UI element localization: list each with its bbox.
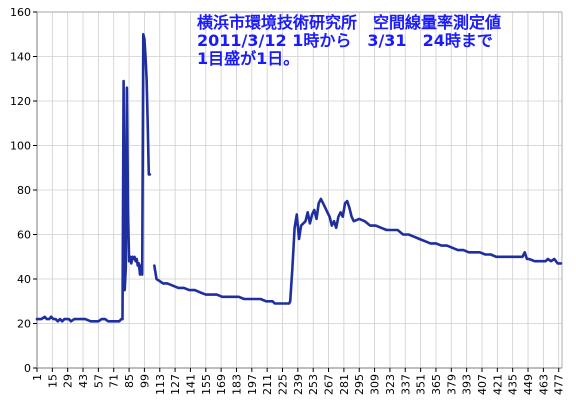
x-tick-label: 127 xyxy=(169,374,182,395)
x-tick-label: 141 xyxy=(184,374,197,395)
series-line xyxy=(153,197,563,305)
x-tick-label: 323 xyxy=(384,374,397,395)
y-tick-label: 100 xyxy=(10,140,31,153)
chart-title-line: 2011/3/12 1時から 3/31 24時まで xyxy=(197,31,493,50)
x-tick-label: 267 xyxy=(323,374,336,395)
y-tick-label: 40 xyxy=(17,273,31,286)
x-tick-label: 365 xyxy=(430,374,443,395)
x-tick-label: 71 xyxy=(108,374,121,388)
x-tick-label: 351 xyxy=(415,374,428,395)
series-line xyxy=(35,32,152,323)
x-tick-label: 309 xyxy=(369,374,382,395)
y-tick-label: 60 xyxy=(17,229,31,242)
x-tick-label: 295 xyxy=(353,374,366,395)
y-tick-label: 140 xyxy=(10,51,31,64)
y-tick-label: 120 xyxy=(10,95,31,108)
x-tick-label: 183 xyxy=(230,374,243,395)
x-tick-label: 169 xyxy=(215,374,228,395)
x-tick-label: 435 xyxy=(507,374,520,395)
chart-title-line: 横浜市環境技術研究所 空間線量率測定値 xyxy=(197,13,501,32)
x-tick-label: 253 xyxy=(307,374,320,395)
x-tick-label: 393 xyxy=(461,374,474,395)
x-tick-label: 113 xyxy=(154,374,167,395)
y-tick-label: 160 xyxy=(10,6,31,19)
x-tick-label: 225 xyxy=(277,374,290,395)
y-tick-label: 20 xyxy=(17,318,31,331)
x-tick-label: 155 xyxy=(200,374,213,395)
chart-title-line: 1目盛が1日。 xyxy=(197,49,299,68)
x-tick-label: 407 xyxy=(476,374,489,395)
x-tick-label: 197 xyxy=(246,374,259,395)
x-tick-label: 477 xyxy=(553,374,566,395)
x-tick-label: 211 xyxy=(261,374,274,395)
y-tick-label: 0 xyxy=(24,362,31,375)
y-tick-label: 80 xyxy=(17,184,31,197)
x-tick-label: 29 xyxy=(62,374,75,388)
x-tick-label: 337 xyxy=(399,374,412,395)
x-tick-label: 57 xyxy=(92,374,105,388)
x-tick-label: 281 xyxy=(338,374,351,395)
x-tick-label: 1 xyxy=(31,374,44,381)
x-tick-label: 379 xyxy=(445,374,458,395)
x-tick-label: 463 xyxy=(537,374,550,395)
x-tick-label: 449 xyxy=(522,374,535,395)
x-tick-label: 85 xyxy=(123,374,136,388)
x-tick-label: 239 xyxy=(292,374,305,395)
x-tick-label: 43 xyxy=(77,374,90,388)
x-tick-label: 15 xyxy=(46,374,59,388)
x-tick-label: 99 xyxy=(138,374,151,388)
x-tick-label: 421 xyxy=(491,374,504,395)
